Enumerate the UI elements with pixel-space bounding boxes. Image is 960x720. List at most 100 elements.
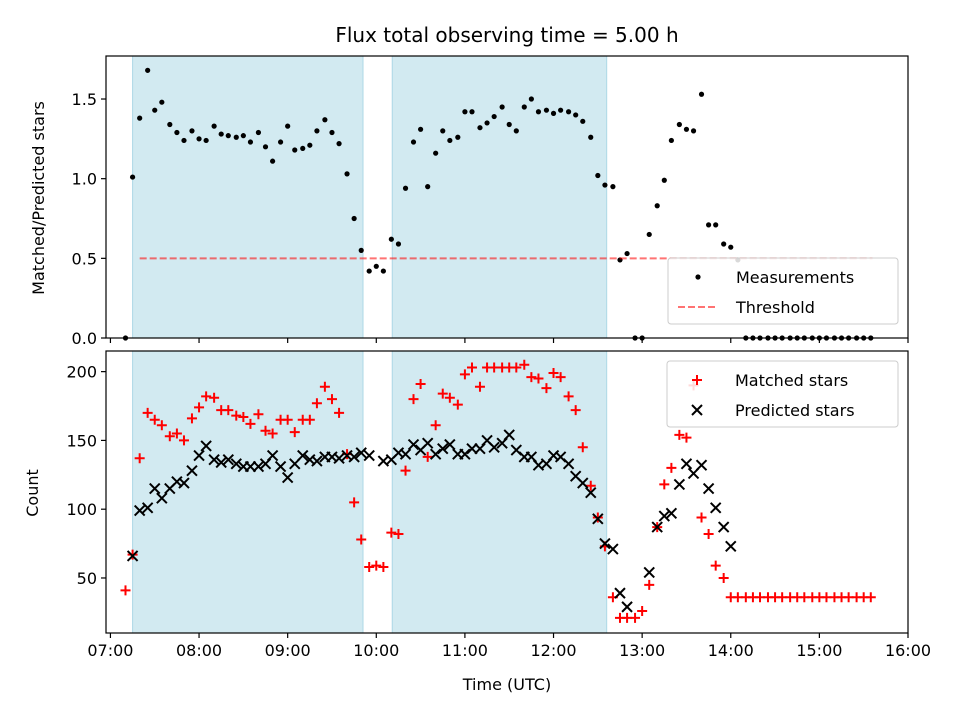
measurement-point	[255, 129, 262, 136]
predicted-star-point	[488, 441, 500, 454]
measurement-point	[189, 128, 195, 134]
x-tick-label: 15:00	[796, 641, 842, 660]
measurement-point	[300, 145, 306, 152]
chart-title: Flux total observing time = 5.00 h	[335, 23, 678, 47]
measurement-point	[440, 128, 446, 134]
predicted-star-point	[333, 452, 345, 465]
matched-star-point	[444, 392, 455, 403]
matched-star-point	[630, 612, 641, 623]
matched-star-point	[378, 561, 389, 572]
matched-star-point	[865, 592, 876, 603]
predicted-star-point	[695, 459, 708, 471]
measurement-point	[706, 222, 712, 228]
matched-star-point	[134, 453, 145, 464]
legend-label: Threshold	[735, 298, 815, 317]
measurement-point	[388, 236, 394, 242]
measurement-point	[455, 134, 461, 140]
predicted-star-point	[407, 438, 420, 451]
x-tick-label: 07:00	[87, 641, 133, 660]
measurement-point	[433, 150, 439, 156]
legend-label: Measurements	[736, 268, 854, 287]
predicted-star-point	[709, 502, 722, 514]
matched-star-point	[282, 414, 293, 425]
measurement-point	[491, 113, 497, 120]
matched-star-point	[466, 362, 477, 373]
matched-star-point	[703, 528, 714, 539]
bottom-legend: Matched stars Predicted stars	[666, 360, 899, 428]
measurement-point	[240, 133, 246, 139]
predicted-star-point	[665, 507, 678, 520]
legend-dot-marker	[695, 274, 701, 280]
bottom-ylabel: Count	[23, 469, 42, 517]
matched-star-point	[644, 579, 655, 590]
x-tick-label: 10:00	[353, 641, 399, 660]
measurement-point	[462, 109, 468, 115]
matched-star-point	[304, 414, 315, 425]
matched-star-point	[349, 497, 360, 508]
predicted-star-point	[348, 451, 360, 463]
matched-star-point	[474, 381, 485, 392]
matched-star-point	[253, 409, 264, 420]
predicted-star-point	[399, 448, 412, 460]
y-tick-label: 150	[66, 431, 97, 450]
measurement-point	[395, 241, 402, 247]
measurement-point	[698, 91, 705, 97]
matched-star-point	[326, 394, 337, 405]
matched-star-point	[231, 410, 242, 421]
predicted-star-point	[459, 448, 471, 460]
matched-star-point	[356, 534, 367, 545]
matched-star-point	[437, 388, 448, 399]
legend-label: Matched stars	[735, 371, 848, 390]
matched-star-point	[334, 407, 345, 418]
legend-label: Predicted stars	[735, 401, 855, 420]
matched-star-point	[223, 405, 234, 416]
y-tick-label: 0.5	[72, 249, 97, 268]
matched-star-point	[718, 572, 729, 583]
measurement-point	[373, 263, 379, 269]
legend-box	[666, 360, 899, 428]
matched-star-point	[245, 418, 256, 429]
predicted-star-point	[444, 438, 456, 451]
observing-window-shade	[391, 55, 608, 339]
observing-window-shade	[132, 55, 364, 339]
predicted-star-point	[193, 449, 205, 462]
matched-star-point	[430, 420, 441, 431]
measurement-point	[721, 241, 727, 247]
matched-star-point	[415, 379, 426, 390]
measurement-point	[713, 222, 719, 228]
matched-star-point	[408, 394, 419, 405]
matched-star-point	[637, 605, 648, 616]
predicted-star-point	[281, 471, 294, 484]
measurement-point	[661, 177, 667, 183]
matched-star-point	[511, 362, 522, 373]
predicted-star-point	[141, 502, 154, 514]
matched-star-point	[311, 398, 322, 409]
matched-star-point	[526, 372, 537, 383]
matched-star-point	[563, 391, 574, 402]
measurement-point	[654, 203, 660, 209]
legend-plus-marker	[692, 375, 702, 385]
matched-star-point	[710, 560, 721, 571]
measurement-point	[646, 231, 652, 238]
measurement-point	[417, 126, 424, 132]
matched-star-point	[452, 399, 463, 410]
measurement-point	[292, 147, 298, 153]
matched-star-point	[371, 560, 382, 571]
measurement-point	[314, 128, 320, 134]
measurement-point	[159, 99, 165, 105]
matched-star-point	[156, 420, 167, 431]
measurement-point	[410, 139, 417, 145]
measurement-point	[203, 137, 209, 144]
predicted-star-point	[149, 482, 161, 495]
measurement-point	[506, 121, 512, 128]
measurement-point	[167, 121, 173, 128]
predicted-star-point	[651, 521, 663, 533]
predicted-star-point	[614, 587, 626, 599]
predicted-star-point	[717, 521, 730, 533]
top-ylabel: Matched/Predicted stars	[29, 101, 48, 295]
predicted-star-point	[274, 460, 287, 473]
x-tick-label: 16:00	[885, 641, 931, 660]
measurement-point	[270, 158, 276, 164]
matched-star-point	[364, 561, 375, 572]
